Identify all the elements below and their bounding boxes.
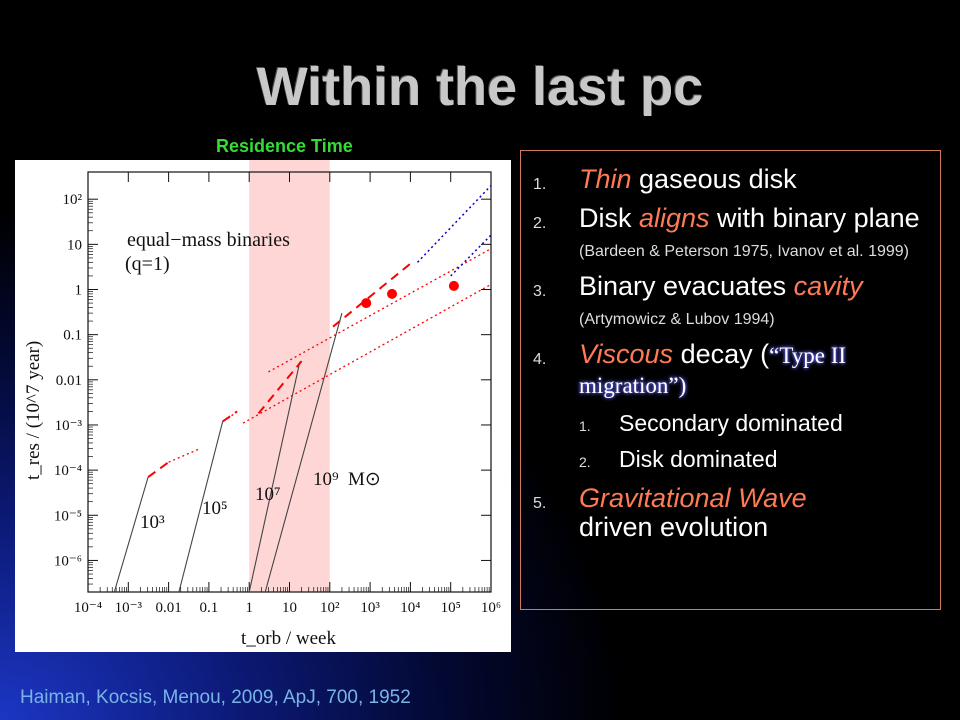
chart-frame: 10⁻⁴ 10⁻³ 0.01 0.1 1 10 10² 10³ 10⁴ 10⁵ 10⁶ 10² 10 1 0… [15,160,511,652]
sub-list-item: 1. Secondary dominated [579,408,930,438]
secondary-dominated-line [242,283,492,424]
item-accent: aligns [639,203,710,233]
x-axis-label: t_orb / week [241,628,336,649]
bullet-list: 1. Thin gaseous disk 2. Disk aligns with… [521,151,940,542]
x-tick-label: 10 [282,600,297,616]
item-text: decay ( [673,339,770,369]
slide-title: Within the last pc [256,57,704,117]
item-text: Disk [579,203,639,233]
chart-caption: Residence Time [216,136,353,156]
item-text: Binary evacuates [579,271,794,301]
y-axis-label: t_res / (10^7 year) [23,341,44,480]
gw-line [248,361,301,593]
gw-line [264,312,343,593]
residence-time-chart: 10⁻⁴ 10⁻³ 0.01 0.1 1 10 10² 10³ 10⁴ 10⁵ 10⁶10²1010… [23,160,501,649]
list-item: 1. Thin gaseous disk [521,165,930,194]
x-tick-label: 10³ [360,600,380,616]
y-tick-label: 0.1 [63,328,82,344]
gw-extrapolation-line [450,234,492,277]
item-number: 2. [533,215,547,232]
item-reference: (Artymowicz & Lubov 1994) [579,311,775,328]
x-tick-label: 10⁶ [481,600,501,616]
disk-dominated-line [257,360,303,415]
x-tick-label: 10⁵ [441,600,461,616]
sub-item-number: 1. [579,418,591,434]
item-number: 3. [533,283,547,300]
sub-item-text: Disk dominated [619,446,778,472]
x-tick-label: 1 [245,600,253,616]
item-number: 1. [533,176,547,193]
list-item: 4. Viscous decay (“Type II migration”) 1… [521,340,930,474]
citation: Haiman, Kocsis, Menou, 2009, ApJ, 700, 1… [20,687,411,708]
item-accent: Thin [579,164,632,194]
x-tick-label: 0.1 [200,600,219,616]
mass-label-1e9: 10⁹ [313,469,339,490]
disk-dominated-line [332,261,413,328]
x-tick-label: 0.01 [155,600,181,616]
marker-point [387,288,398,299]
mass-label-1e7: 10⁷ [255,484,281,505]
item-reference: (Bardeen & Peterson 1975, Ivanov et al. … [579,243,909,260]
bullet-box: 1. Thin gaseous disk 2. Disk aligns with… [520,150,941,610]
item-accent: Viscous [579,339,674,369]
x-tick-label: 10⁴ [400,600,420,616]
gw-line [113,476,149,593]
sub-list: 1. Secondary dominated 2. Disk dominated [579,408,930,474]
item-quote: “Type II migration”) [579,343,847,398]
secondary-dominated-line [227,410,238,419]
item-accent: cavity [793,271,863,301]
sub-list-item: 2. Disk dominated [579,444,930,474]
list-item: 3. Binary evacuates cavity (Artymowicz & … [521,272,930,330]
y-tick-label: 10⁻⁴ [54,463,82,479]
disk-dominated-line [147,461,170,478]
mass-label-1e3: 10³ [140,512,165,533]
marker-point [448,280,459,291]
y-tick-label: 1 [75,282,83,298]
y-tick-label: 0.01 [56,373,82,389]
x-tick-label: 10² [320,600,340,616]
y-tick-label: 10² [63,192,83,208]
item-number: 5. [533,495,547,512]
gw-line [178,421,224,593]
marker-point [361,298,372,309]
mass-label-unit: M⊙ [348,469,381,490]
y-tick-label: 10 [67,237,82,253]
y-tick-label: 10⁻⁵ [54,508,82,524]
x-tick-label: 10⁻³ [115,600,143,616]
item-text: with binary plane [709,203,920,233]
chart-annotation-line2: (q=1) [125,253,170,275]
y-tick-label: 10⁻³ [55,418,83,434]
item-text: gaseous disk [631,164,797,194]
list-item: 5. Gravitational Wave driven evolution [521,484,930,542]
x-tick-label: 10⁻⁴ [74,600,102,616]
item-accent: Gravitational Wave [579,483,807,513]
secondary-dominated-line [168,448,201,463]
sub-item-number: 2. [579,454,591,470]
sub-item-text: Secondary dominated [619,410,843,436]
y-tick-label: 10⁻⁶ [54,553,82,569]
mass-label-1e5: 10⁵ [202,498,228,519]
disk-dominated-line [222,410,238,423]
gw-extrapolation-line [416,185,492,263]
item-text: driven evolution [579,512,769,542]
chart-annotation-line1: equal−mass binaries [127,229,290,251]
item-number: 4. [533,351,547,368]
list-item: 2. Disk aligns with binary plane (Bardee… [521,204,930,262]
